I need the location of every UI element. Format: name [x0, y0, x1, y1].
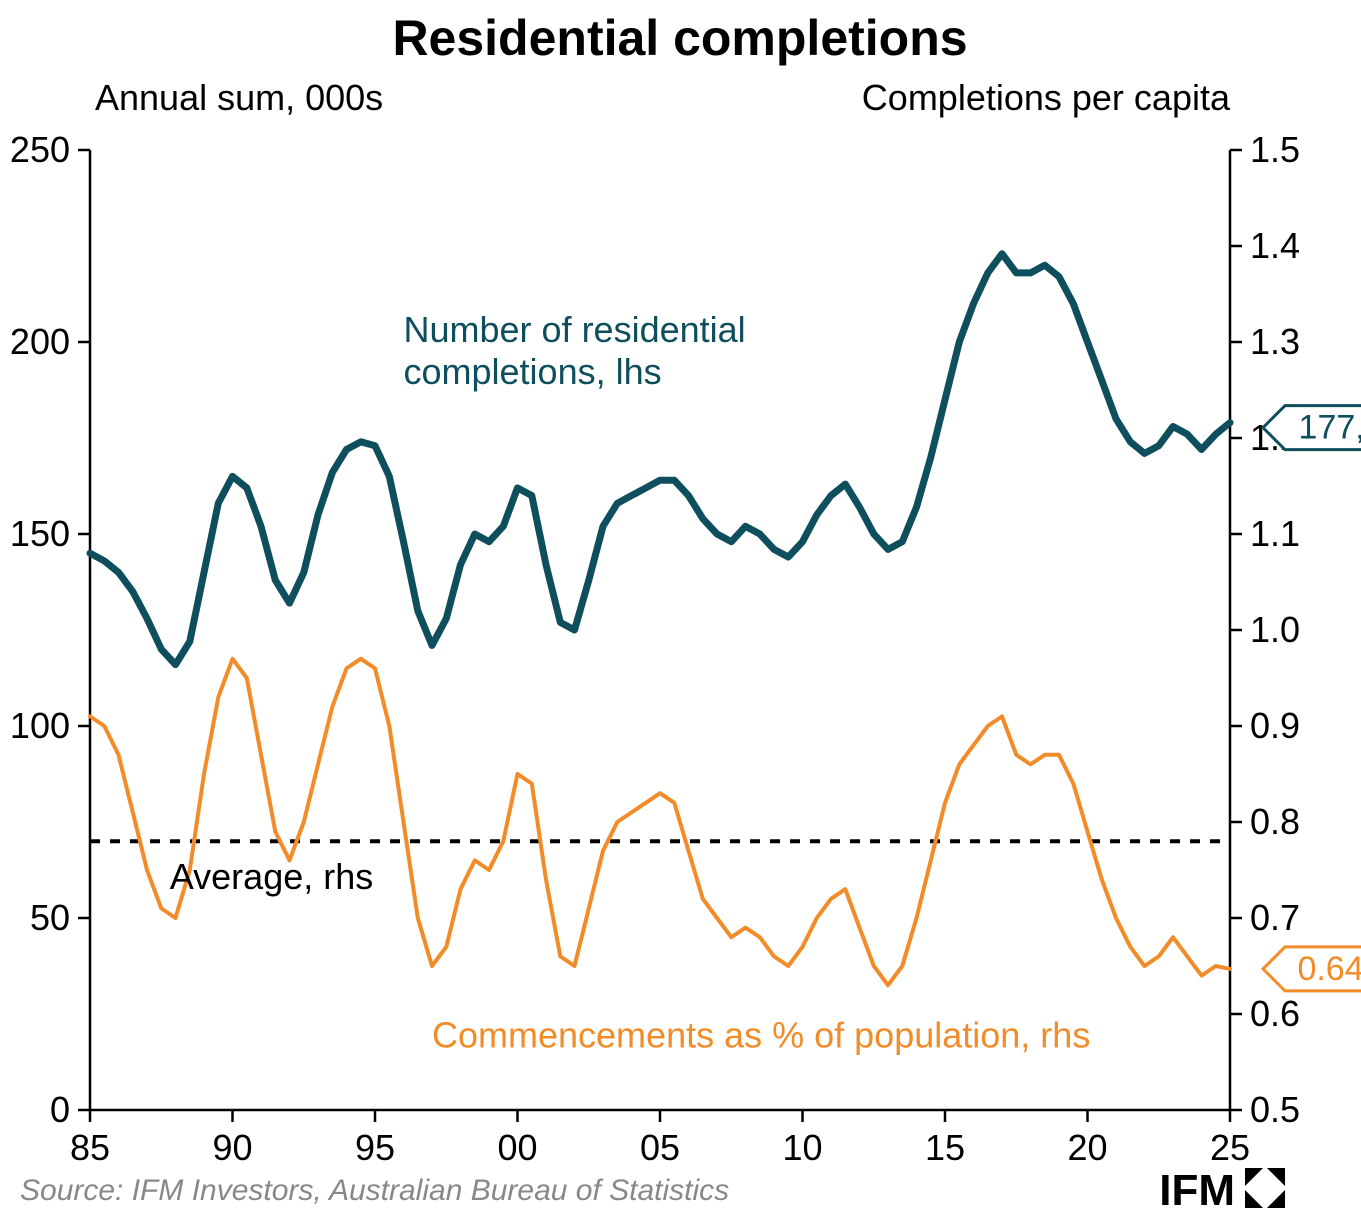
brand-text: IFM — [1159, 1166, 1235, 1215]
brand-logo: IFM — [1159, 1166, 1285, 1215]
x-tick-label: 95 — [355, 1127, 395, 1168]
left-axis-subtitle: Annual sum, 000s — [95, 77, 383, 118]
y-right-tick-label: 1.1 — [1250, 513, 1300, 554]
x-tick-label: 10 — [782, 1127, 822, 1168]
y-right-tick-label: 1.3 — [1250, 321, 1300, 362]
right-axis-subtitle: Completions per capita — [862, 77, 1231, 118]
chart-title: Residential completions — [392, 10, 967, 66]
y-left-tick-label: 100 — [10, 705, 70, 746]
series-label-completions: Number of residential — [404, 309, 746, 350]
x-tick-label: 25 — [1210, 1127, 1250, 1168]
x-tick-label: 90 — [212, 1127, 252, 1168]
y-right-tick-label: 0.9 — [1250, 705, 1300, 746]
average-label: Average, rhs — [170, 856, 373, 897]
x-tick-label: 15 — [925, 1127, 965, 1168]
chart-svg: Residential completions Annual sum, 000s… — [0, 0, 1361, 1226]
y-left-tick-label: 200 — [10, 321, 70, 362]
x-tick-label: 00 — [497, 1127, 537, 1168]
y-right-tick-label: 0.8 — [1250, 801, 1300, 842]
x-tick-label: 85 — [70, 1127, 110, 1168]
y-right-tick-label: 1.4 — [1250, 225, 1300, 266]
callout-text-completions: 177,702 — [1299, 409, 1361, 447]
callout-text-commencements_pct: 0.647 — [1297, 950, 1361, 988]
axes: 0501001502002500.50.60.70.80.91.01.11.21… — [10, 129, 1300, 1168]
y-left-tick-label: 0 — [50, 1089, 70, 1130]
brand-icon — [1245, 1168, 1285, 1208]
y-left-tick-label: 250 — [10, 129, 70, 170]
y-right-tick-label: 1.0 — [1250, 609, 1300, 650]
source-text: Source: IFM Investors, Australian Bureau… — [20, 1174, 729, 1207]
series-label-completions: completions, lhs — [404, 351, 662, 392]
series-commencements_pct — [90, 659, 1230, 985]
y-right-tick-label: 0.6 — [1250, 993, 1300, 1034]
x-tick-label: 20 — [1067, 1127, 1107, 1168]
series-label-commencements_pct: Commencements as % of population, rhs — [432, 1015, 1090, 1056]
x-tick-label: 05 — [640, 1127, 680, 1168]
chart-container: Residential completions Annual sum, 000s… — [0, 0, 1361, 1226]
y-right-tick-label: 0.7 — [1250, 897, 1300, 938]
series-labels: Average, rhs Number of residentialcomplet… — [170, 309, 1091, 1056]
y-left-tick-label: 150 — [10, 513, 70, 554]
y-right-tick-label: 0.5 — [1250, 1089, 1300, 1130]
y-right-tick-label: 1.5 — [1250, 129, 1300, 170]
y-left-tick-label: 50 — [30, 897, 70, 938]
